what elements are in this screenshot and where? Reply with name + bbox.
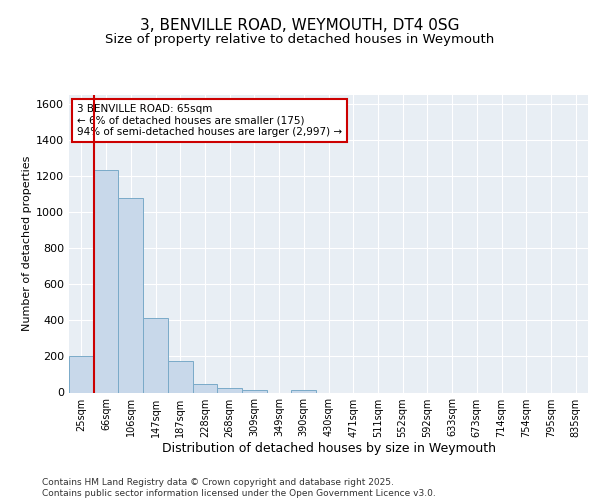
Text: 3, BENVILLE ROAD, WEYMOUTH, DT4 0SG: 3, BENVILLE ROAD, WEYMOUTH, DT4 0SG: [140, 18, 460, 32]
X-axis label: Distribution of detached houses by size in Weymouth: Distribution of detached houses by size …: [161, 442, 496, 456]
Text: Size of property relative to detached houses in Weymouth: Size of property relative to detached ho…: [106, 32, 494, 46]
Y-axis label: Number of detached properties: Number of detached properties: [22, 156, 32, 332]
Bar: [168, 361, 193, 392]
Bar: [193, 384, 217, 392]
Bar: [143, 318, 168, 392]
Bar: [292, 390, 316, 392]
Bar: [94, 170, 118, 392]
Text: Contains HM Land Registry data © Crown copyright and database right 2025.
Contai: Contains HM Land Registry data © Crown c…: [42, 478, 436, 498]
Bar: [118, 198, 143, 392]
Bar: [217, 388, 242, 392]
Text: 3 BENVILLE ROAD: 65sqm
← 6% of detached houses are smaller (175)
94% of semi-det: 3 BENVILLE ROAD: 65sqm ← 6% of detached …: [77, 104, 342, 137]
Bar: [69, 356, 94, 393]
Bar: [242, 390, 267, 392]
